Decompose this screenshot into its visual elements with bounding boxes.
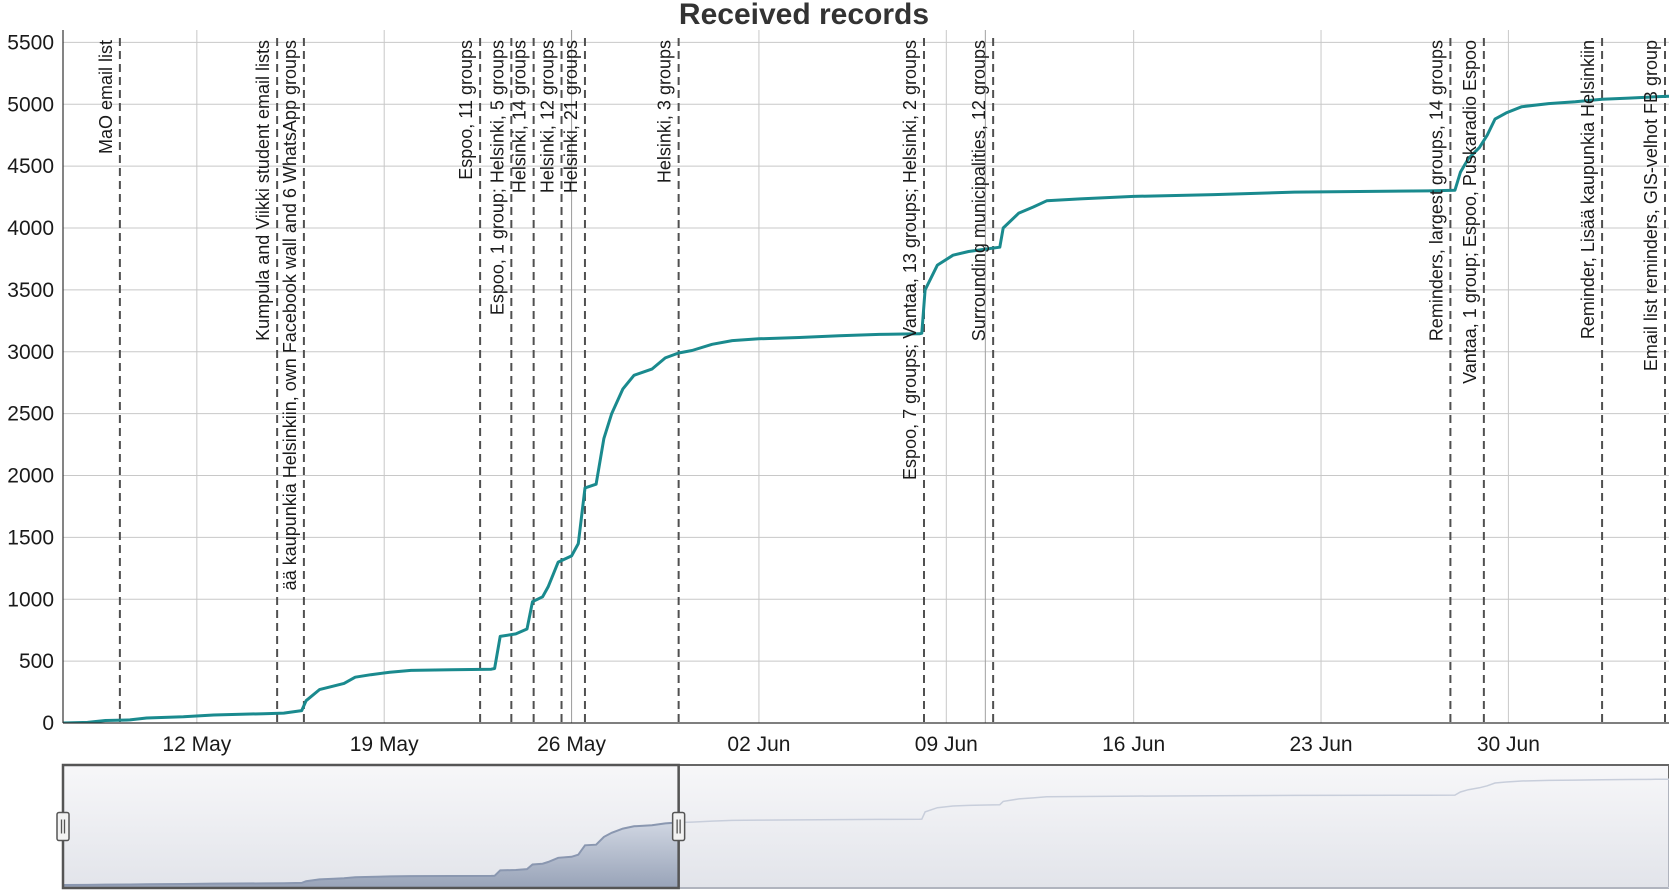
y-tick-label: 500 [19, 650, 54, 673]
received-records-line [63, 94, 1669, 723]
event-annotation-label: Espoo, 11 groups [456, 40, 476, 180]
navigator-handle-body[interactable] [671, 811, 686, 842]
x-tick-label: 02 Jun [727, 733, 790, 756]
event-annotation-label: Reminder, Lisää kaupunkia Helsinkiin [1578, 40, 1598, 339]
y-tick-label: 5500 [7, 31, 54, 54]
y-tick-label: 5000 [7, 93, 54, 116]
x-tick-label: 30 Jun [1477, 733, 1540, 756]
event-annotations: MaO email list Kumpula and Viikki student… [96, 40, 1661, 590]
x-axis-ticks: 12 May 19 May 26 May 02 Jun 09 Jun 16 Jun 23 J… [162, 733, 1540, 756]
x-tick-label: 16 Jun [1102, 733, 1165, 756]
x-tick-label: 26 May [537, 733, 606, 756]
event-annotation-label: ää kaupunkia Helsinkiin, own Facebook wa… [280, 40, 300, 590]
y-tick-label: 1000 [7, 588, 54, 611]
x-tick-label: 19 May [350, 733, 419, 756]
y-tick-label: 3500 [7, 279, 54, 302]
navigator-selected-area[interactable] [62, 821, 680, 889]
event-annotation-label: Helsinki, 14 groups [510, 40, 530, 193]
grid-lines [63, 30, 1669, 724]
x-tick-label: 23 Jun [1290, 733, 1353, 756]
navigator-handle-body[interactable] [56, 811, 70, 842]
event-annotation-label: Helsinki, 21 groups [561, 40, 581, 193]
y-axis-ticks: 0 500 1000 1500 2000 2500 3000 3500 4000 4500 5000… [7, 31, 54, 735]
event-annotation-label: Surrounding municipalities, 12 groups [969, 40, 989, 341]
event-annotation-label: Vantaa, 1 group; Espoo, Puskaradio Espoo [1460, 40, 1480, 384]
y-tick-label: 3000 [7, 341, 54, 364]
event-annotation-label: MaO email list [96, 40, 116, 154]
faint-event-lines [571, 30, 986, 723]
y-tick-label: 0 [42, 712, 54, 735]
event-annotation-label: Kumpula and Viikki student email lists [253, 40, 273, 341]
axes [62, 30, 1669, 724]
y-tick-label: 2500 [7, 403, 54, 426]
event-markers [118, 38, 1666, 723]
y-tick-label: 4500 [7, 155, 54, 178]
chart-title: Received records [679, 0, 929, 31]
navigator-right-handle[interactable] [671, 811, 686, 842]
event-annotation-label: Helsinki, 12 groups [538, 40, 558, 193]
event-annotation-label: Reminders, largest groups, 14 groups [1426, 40, 1446, 341]
y-tick-label: 2000 [7, 465, 54, 488]
plot-area [63, 94, 1669, 723]
event-annotation-label: Helsinki, 3 groups [655, 40, 675, 183]
navigator-background [62, 764, 1669, 889]
x-tick-label: 09 Jun [915, 733, 978, 756]
y-tick-label: 4000 [7, 217, 54, 240]
navigator-left-handle[interactable] [56, 811, 70, 842]
event-annotation-label: Espoo, 1 group; Helsinki, 5 groups [487, 40, 507, 315]
y-tick-label: 1500 [7, 526, 54, 549]
x-tick-label: 12 May [162, 733, 231, 756]
event-annotation-label: Espoo, 7 groups; Vantaa, 13 groups; Hels… [900, 40, 920, 480]
range-navigator[interactable] [56, 763, 1669, 890]
event-annotation-label: Email list reminders, GIS-velhot FB grou… [1641, 40, 1661, 371]
